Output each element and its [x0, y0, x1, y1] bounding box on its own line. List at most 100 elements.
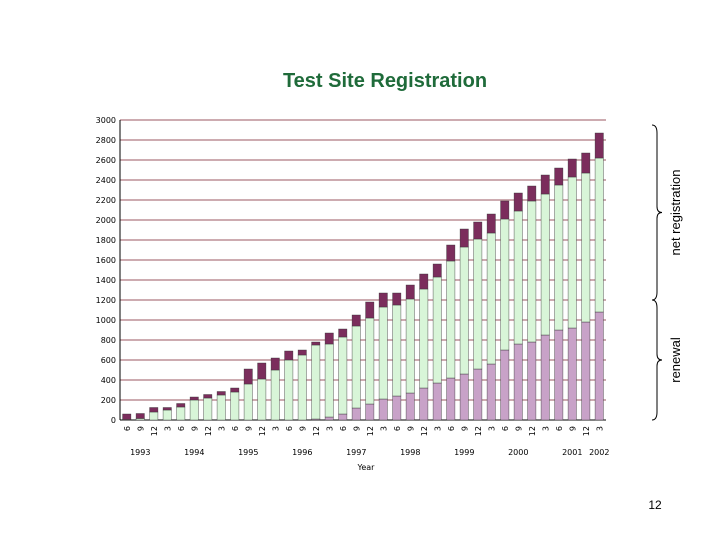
year-label: 2002 [589, 448, 609, 457]
bar-segment [473, 368, 483, 421]
bar-segment [594, 157, 604, 313]
year-label: 1998 [400, 448, 420, 457]
bar-segment [486, 363, 496, 421]
bar-segment [176, 406, 186, 421]
page-number: 12 [648, 498, 662, 512]
bar-segment [311, 341, 321, 346]
brace-label: renewal [668, 337, 683, 383]
x-tick-label: 12 [258, 426, 267, 436]
bar-segment [432, 382, 442, 421]
x-tick-label: 12 [420, 426, 429, 436]
year-label: 1993 [130, 448, 150, 457]
bar-segment [270, 369, 280, 421]
x-tick-label: 3 [271, 426, 280, 431]
bar-segment [284, 359, 294, 421]
bar-segment [338, 413, 348, 421]
bar-segment [540, 193, 550, 336]
x-tick-label: 12 [528, 426, 537, 436]
y-tick-label: 0 [111, 416, 116, 425]
brace-label: net registration [668, 170, 683, 256]
bar-segment [513, 210, 523, 345]
bar-segment [297, 354, 307, 421]
bar-segment [351, 407, 361, 421]
bar-segment [149, 411, 159, 421]
x-tick-label: 9 [460, 426, 469, 431]
bar-segment [500, 349, 510, 421]
year-label: 1999 [454, 448, 474, 457]
bar-segment [567, 158, 577, 178]
bar-segment [324, 332, 334, 345]
bar-segment [203, 397, 213, 421]
bar-segment [230, 391, 240, 421]
bar-segment [311, 344, 321, 420]
bar-segment [365, 403, 375, 421]
y-tick-label: 2400 [96, 176, 116, 185]
bar-segment [500, 200, 510, 220]
x-tick-label: 3 [325, 426, 334, 431]
bar-segment [324, 343, 334, 418]
bar-segment [243, 368, 253, 385]
bar-segment [581, 321, 591, 421]
bar-segment [554, 167, 564, 186]
x-tick-label: 6 [177, 426, 186, 431]
y-tick-label: 2600 [96, 156, 116, 165]
x-tick-label: 12 [474, 426, 483, 436]
bar-segment [392, 395, 402, 421]
x-tick-label: 9 [406, 426, 415, 431]
x-tick-label: 12 [312, 426, 321, 436]
year-label: 1995 [238, 448, 258, 457]
x-tick-label: 3 [433, 426, 442, 431]
x-tick-label: 3 [487, 426, 496, 431]
x-tick-label: 12 [204, 426, 213, 436]
x-tick-label: 3 [595, 426, 604, 431]
x-tick-label: 9 [190, 426, 199, 431]
y-tick-label: 3000 [96, 116, 116, 125]
year-label: 2001 [562, 448, 582, 457]
bar-segment [392, 304, 402, 397]
bar-segment [594, 132, 604, 159]
y-tick-label: 1200 [96, 296, 116, 305]
bar-segment [419, 288, 429, 389]
y-tick-label: 400 [101, 376, 116, 385]
bar-segment [581, 152, 591, 174]
x-tick-label: 9 [298, 426, 307, 431]
x-tick-label: 9 [244, 426, 253, 431]
bar-segment [297, 349, 307, 356]
bar-segment [176, 403, 186, 408]
x-tick-label: 6 [285, 426, 294, 431]
bar-segment [459, 373, 469, 421]
bar-segment [162, 409, 172, 421]
x-tick-label: 6 [123, 426, 132, 431]
brace [651, 124, 663, 301]
bar-segment [486, 232, 496, 365]
bar-segment [527, 200, 537, 343]
bar-segment [486, 213, 496, 234]
bar-segment [378, 306, 388, 400]
bar-segment [392, 292, 402, 306]
x-tick-label: 6 [501, 426, 510, 431]
x-tick-label: 12 [582, 426, 591, 436]
x-tick-label: 9 [136, 426, 145, 431]
bar-segment [324, 416, 334, 421]
x-tick-label: 6 [339, 426, 348, 431]
bar-segment [473, 221, 483, 240]
bar-segment [527, 341, 537, 421]
bar-segment [135, 418, 145, 421]
y-tick-label: 1000 [96, 316, 116, 325]
bar-segment [554, 329, 564, 421]
bar-segment [351, 314, 361, 327]
bar-segment [351, 325, 361, 409]
y-tick-label: 1400 [96, 276, 116, 285]
bar-segment [338, 328, 348, 338]
year-label: 1997 [346, 448, 366, 457]
bar-segment [270, 357, 280, 371]
bar-segment [459, 246, 469, 375]
bar-segment [230, 387, 240, 393]
bar-segment [149, 407, 159, 413]
x-tick-label: 12 [366, 426, 375, 436]
bar-segment [594, 311, 604, 421]
bar-segment [284, 350, 294, 361]
bar-segment [473, 238, 483, 370]
bar-segment [459, 228, 469, 248]
bar-segment [243, 383, 253, 421]
